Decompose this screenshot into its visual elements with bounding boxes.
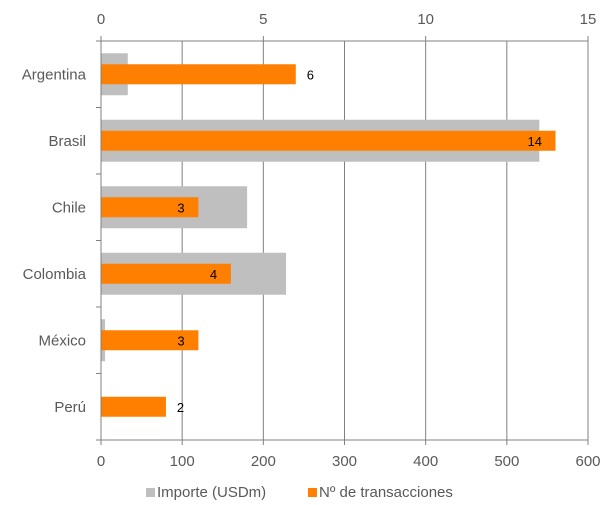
bar-numero-transacciones <box>101 197 199 218</box>
bottom-axis-tick-label: 400 <box>413 453 438 470</box>
bar-numero-transacciones <box>101 130 556 151</box>
bottom-axis-tick-label: 0 <box>97 453 105 470</box>
bottom-axis-tick-label: 500 <box>494 453 519 470</box>
category-label: Perú <box>54 399 86 416</box>
category-label: Chile <box>52 199 86 216</box>
labels: Argentina Brasil Chile Colombia México Perú 6 1… <box>22 66 542 416</box>
data-label-transacciones: 3 <box>177 200 184 215</box>
category-label: Argentina <box>22 66 87 83</box>
top-axis-tick-label: 0 <box>97 11 105 28</box>
legend-swatch-transacciones <box>308 488 317 497</box>
category-label: México <box>38 332 86 349</box>
data-label-transacciones: 4 <box>210 267 217 282</box>
legend-label-importe: Importe (USDm) <box>157 484 266 501</box>
bar-numero-transacciones <box>101 64 296 85</box>
bottom-axis-tick-label: 100 <box>170 453 195 470</box>
legend-label-transacciones: Nº de transacciones <box>319 484 453 501</box>
bottom-axis-tick-label: 200 <box>251 453 276 470</box>
top-axis-tick-label: 15 <box>580 11 597 28</box>
legend: Importe (USDm) Nº de transacciones <box>146 484 453 501</box>
data-label-transacciones: 2 <box>177 400 184 415</box>
category-label: Brasil <box>48 133 86 150</box>
top-axis-tick-label: 10 <box>417 11 434 28</box>
data-label-transacciones: 6 <box>307 67 314 82</box>
category-label: Colombia <box>23 266 87 283</box>
axes: 0 100 200 300 400 500 600 0 5 10 15 <box>96 11 600 470</box>
data-label-transacciones: 3 <box>177 333 184 348</box>
top-axis-tick-label: 5 <box>259 11 267 28</box>
bottom-axis-tick-label: 300 <box>332 453 357 470</box>
bar-numero-transacciones <box>101 263 231 284</box>
bar-numero-transacciones <box>101 330 199 351</box>
gridlines <box>181 41 589 440</box>
bottom-axis-tick-label: 600 <box>575 453 600 470</box>
bars <box>101 53 556 417</box>
legend-swatch-importe <box>146 488 155 497</box>
data-label-transacciones: 14 <box>528 134 542 149</box>
bar-numero-transacciones <box>101 396 166 417</box>
